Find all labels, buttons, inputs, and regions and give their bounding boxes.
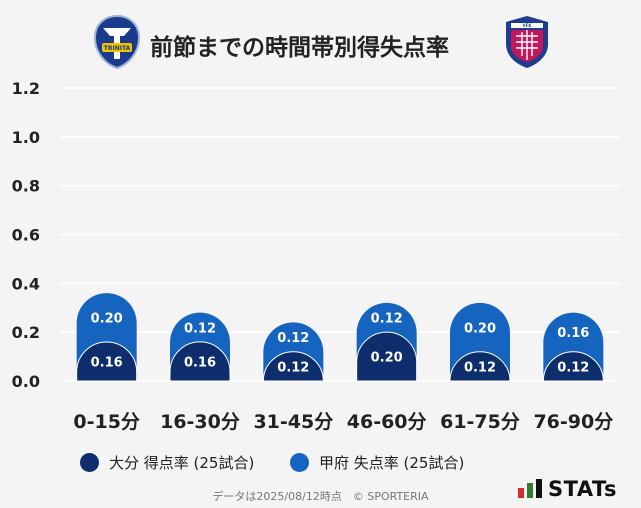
bar-oita xyxy=(356,331,418,382)
x-tick-label: 46-60分 xyxy=(347,411,427,433)
data-label-oita: 0.12 xyxy=(277,360,309,375)
data-label-oita: 0.16 xyxy=(91,355,123,370)
data-label-oita: 0.16 xyxy=(184,355,216,370)
stats-logo: STATs xyxy=(516,477,616,501)
legend-item-oita: 大分 得点率 (25試合) xyxy=(80,452,254,473)
data-label-oita: 0.12 xyxy=(557,360,589,375)
data-label-kofu: 0.20 xyxy=(464,321,496,336)
svg-text:VFK: VFK xyxy=(523,23,533,28)
data-label-kofu: 0.12 xyxy=(184,321,216,336)
chart-title: 前節までの時間帯別得失点率 xyxy=(150,35,449,61)
data-label-kofu: 0.12 xyxy=(371,312,403,327)
x-axis: 0-15分 16-30分 31-45分 46-60分 61-75分 76-90分 xyxy=(73,411,613,433)
stats-bars-icon xyxy=(518,479,542,498)
chart-area: 0.00.20.40.60.81.01.2 0.200.160.120.160.… xyxy=(12,79,620,433)
x-tick-label: 16-30分 xyxy=(160,411,240,433)
y-tick-label: 0.2 xyxy=(12,323,40,342)
y-tick-label: 1.2 xyxy=(12,79,40,98)
y-tick-label: 0.4 xyxy=(12,274,40,293)
footer-credit: データは2025/08/12時点 © SPORTERIA xyxy=(212,490,429,503)
y-tick-label: 0.6 xyxy=(12,226,40,245)
title-row: TRINITA 前節までの時間帯別得失点率 VFK xyxy=(0,14,641,70)
legend-swatch-kofu xyxy=(290,453,309,472)
bar-oita xyxy=(262,351,324,382)
x-tick-label: 61-75分 xyxy=(440,411,520,433)
data-label-kofu: 0.20 xyxy=(91,312,123,327)
y-tick-label: 0.0 xyxy=(12,372,40,391)
y-tick-label: 0.8 xyxy=(12,177,40,196)
bars: 0.20 0.16 0.12 0.16 0.12 0.12 0.12 0.20 0.20 0.12… xyxy=(76,293,604,382)
oita-trinita-emblem: TRINITA xyxy=(93,14,141,70)
legend-label-kofu: 甲府 失点率 (25試合) xyxy=(319,454,465,472)
data-label-oita: 0.20 xyxy=(371,351,403,366)
bar-oita xyxy=(169,341,231,382)
bar-oita xyxy=(76,341,138,382)
stats-brand-text: STATs xyxy=(548,477,617,501)
svg-text:TRINITA: TRINITA xyxy=(104,45,131,52)
x-tick-label: 76-90分 xyxy=(533,411,613,433)
y-tick-label: 1.0 xyxy=(12,128,40,147)
ventforet-kofu-emblem: VFK xyxy=(506,16,548,68)
y-axis: 0.0 0.2 0.4 0.6 0.8 1.0 1.2 xyxy=(12,79,40,391)
legend-item-kofu: 甲府 失点率 (25試合) xyxy=(290,452,464,473)
bar-oita xyxy=(449,351,511,382)
data-label-kofu: 0.12 xyxy=(277,331,309,346)
legend-label-oita: 大分 得点率 (25試合) xyxy=(109,454,255,472)
bar-oita xyxy=(542,351,604,382)
data-label-kofu: 0.16 xyxy=(557,326,589,341)
x-tick-label: 0-15分 xyxy=(73,411,140,433)
grid xyxy=(60,87,620,382)
legend-swatch-oita xyxy=(80,453,99,472)
data-label-oita: 0.12 xyxy=(464,360,496,375)
x-tick-label: 31-45分 xyxy=(253,411,333,433)
